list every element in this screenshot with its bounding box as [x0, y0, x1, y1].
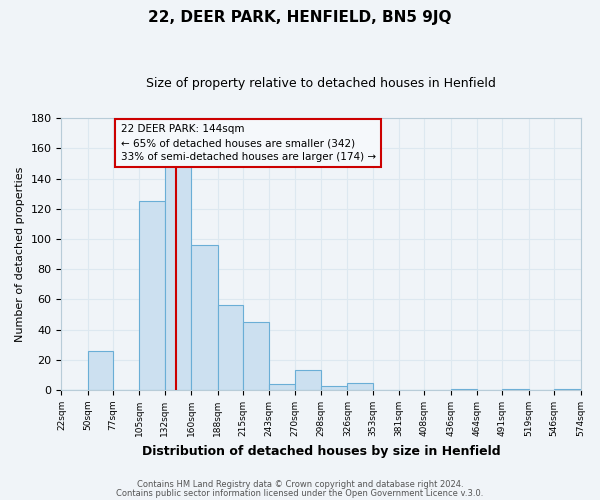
Bar [554, 388, 581, 390]
Text: 22, DEER PARK, HENFIELD, BN5 9JQ: 22, DEER PARK, HENFIELD, BN5 9JQ [148, 10, 452, 25]
Y-axis label: Number of detached properties: Number of detached properties [15, 166, 25, 342]
Bar [502, 388, 529, 390]
Bar [451, 388, 477, 390]
Bar [269, 384, 295, 390]
Bar [243, 322, 269, 390]
Bar [295, 370, 321, 390]
Bar [347, 382, 373, 390]
Bar [88, 351, 113, 390]
Text: Contains HM Land Registry data © Crown copyright and database right 2024.: Contains HM Land Registry data © Crown c… [137, 480, 463, 489]
Text: Contains public sector information licensed under the Open Government Licence v.: Contains public sector information licen… [116, 490, 484, 498]
X-axis label: Distribution of detached houses by size in Henfield: Distribution of detached houses by size … [142, 444, 500, 458]
Bar [165, 166, 191, 390]
Text: 22 DEER PARK: 144sqm
← 65% of detached houses are smaller (342)
33% of semi-deta: 22 DEER PARK: 144sqm ← 65% of detached h… [121, 124, 376, 162]
Bar [218, 306, 243, 390]
Bar [139, 201, 165, 390]
Title: Size of property relative to detached houses in Henfield: Size of property relative to detached ho… [146, 78, 496, 90]
Bar [191, 245, 218, 390]
Bar [321, 386, 347, 390]
